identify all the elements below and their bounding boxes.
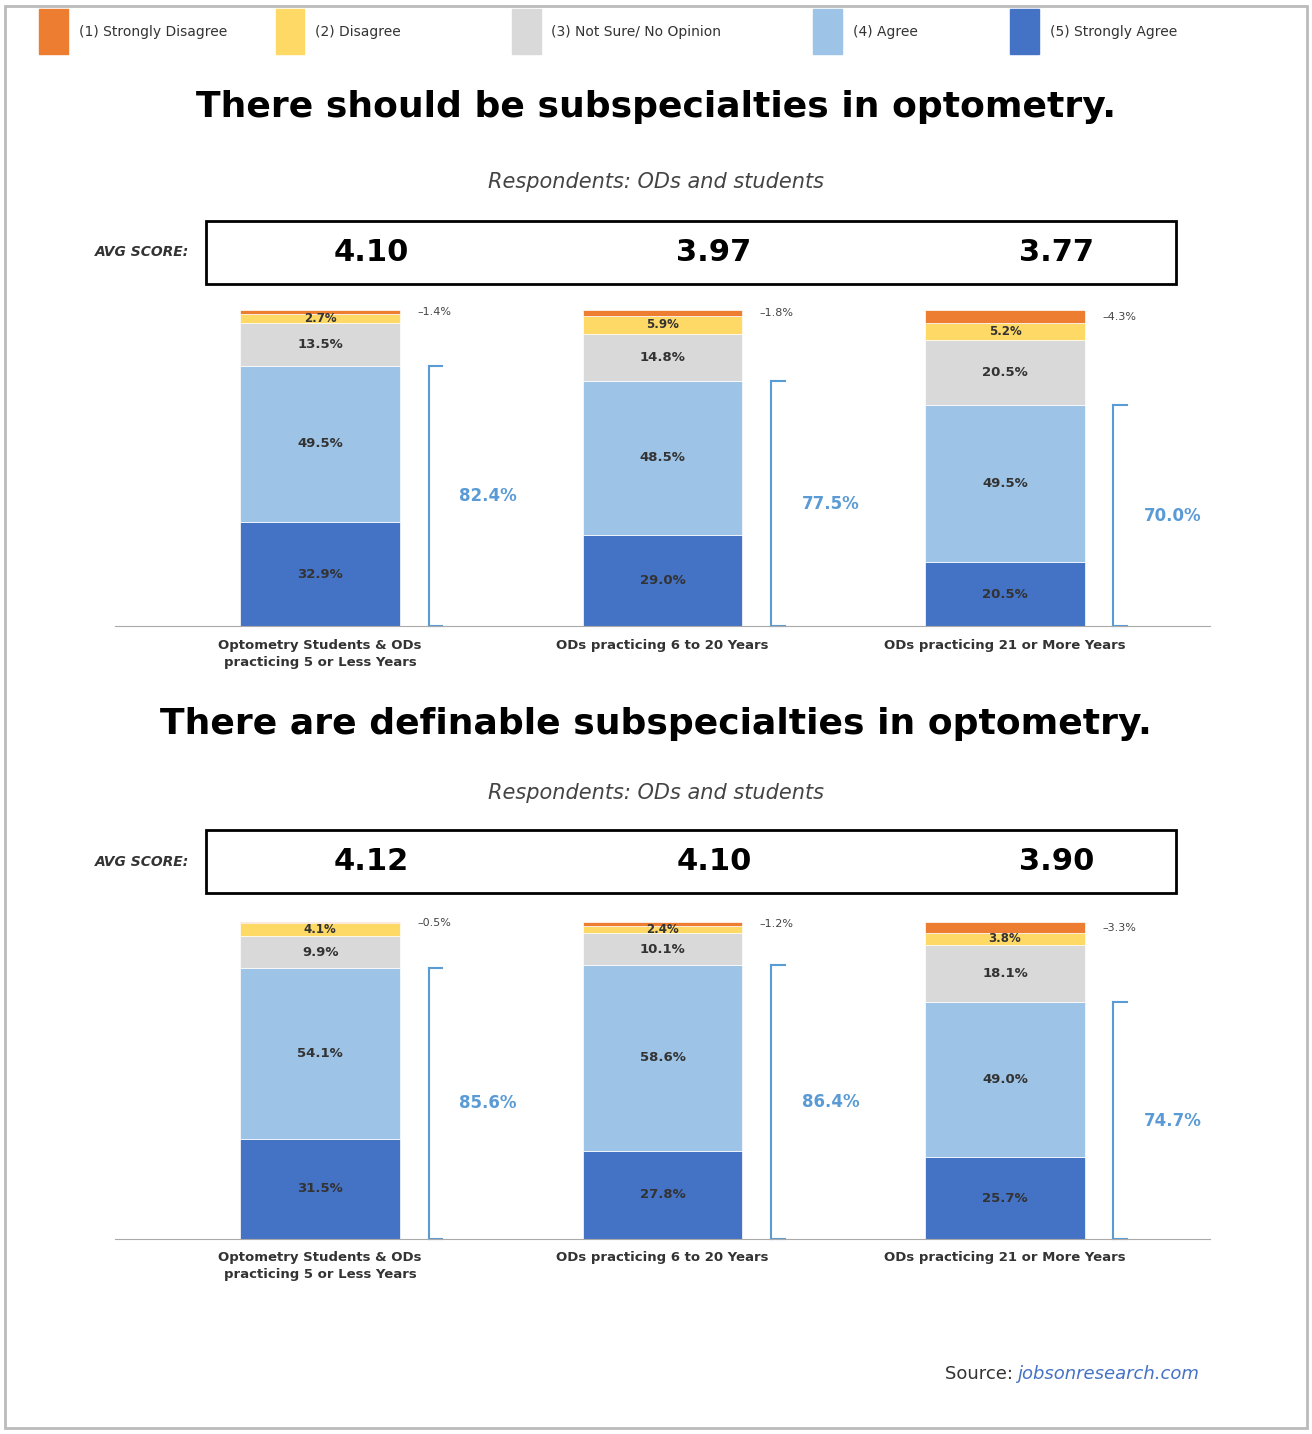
Text: 85.6%: 85.6% [459, 1094, 517, 1113]
Text: 2.7%: 2.7% [304, 313, 336, 326]
Text: 4.12: 4.12 [333, 847, 409, 876]
Text: Optometry Students & ODs
practicing 5 or Less Years: Optometry Students & ODs practicing 5 or… [218, 1252, 422, 1282]
Text: 31.5%: 31.5% [298, 1183, 342, 1196]
Bar [240, 522, 400, 627]
Text: Respondents: ODs and students: Respondents: ODs and students [488, 172, 824, 192]
Bar [240, 923, 400, 936]
Bar [240, 936, 400, 968]
Bar [583, 965, 743, 1150]
Text: 49.5%: 49.5% [983, 476, 1027, 489]
Bar [583, 1150, 743, 1239]
Text: There are definable subspecialties in optometry.: There are definable subspecialties in op… [160, 707, 1152, 741]
Bar [276, 10, 304, 53]
Text: There should be subspecialties in optometry.: There should be subspecialties in optome… [195, 90, 1117, 125]
Text: 49.0%: 49.0% [983, 1073, 1027, 1087]
Bar [583, 922, 743, 925]
Bar [925, 922, 1085, 934]
Text: 25.7%: 25.7% [983, 1192, 1027, 1205]
Text: 2.4%: 2.4% [647, 923, 678, 936]
Text: jobsonresearch.com: jobsonresearch.com [1017, 1365, 1199, 1382]
Text: AVG SCORE:: AVG SCORE: [94, 245, 189, 260]
Text: 3.8%: 3.8% [989, 932, 1021, 945]
Text: 49.5%: 49.5% [298, 437, 342, 450]
Bar [583, 535, 743, 627]
Text: (5) Strongly Agree: (5) Strongly Agree [1050, 24, 1177, 39]
Text: 77.5%: 77.5% [802, 495, 859, 513]
Bar [240, 366, 400, 522]
Text: 20.5%: 20.5% [983, 366, 1027, 379]
Bar [583, 334, 743, 381]
Bar [1010, 10, 1039, 53]
Text: –1.2%: –1.2% [760, 919, 794, 929]
Text: –1.8%: –1.8% [760, 308, 794, 318]
Text: 18.1%: 18.1% [983, 967, 1027, 979]
Text: Source:: Source: [945, 1365, 1018, 1382]
Text: ODs practicing 6 to 20 Years: ODs practicing 6 to 20 Years [556, 640, 769, 652]
Bar [925, 404, 1085, 562]
Text: ODs practicing 21 or More Years: ODs practicing 21 or More Years [884, 640, 1126, 652]
Bar [240, 310, 400, 314]
Bar [925, 562, 1085, 627]
Text: –4.3%: –4.3% [1102, 311, 1136, 321]
Text: 29.0%: 29.0% [640, 574, 685, 587]
Text: AVG SCORE:: AVG SCORE: [94, 855, 189, 869]
Text: (3) Not Sure/ No Opinion: (3) Not Sure/ No Opinion [551, 24, 722, 39]
FancyBboxPatch shape [206, 221, 1176, 284]
Text: 4.10: 4.10 [676, 847, 752, 876]
Text: 10.1%: 10.1% [640, 942, 685, 955]
Text: 20.5%: 20.5% [983, 588, 1027, 601]
Text: (1) Strongly Disagree: (1) Strongly Disagree [79, 24, 227, 39]
Bar [583, 925, 743, 934]
Text: 54.1%: 54.1% [298, 1047, 342, 1060]
Text: 3.97: 3.97 [676, 238, 752, 267]
Text: 14.8%: 14.8% [640, 351, 685, 364]
Text: 9.9%: 9.9% [302, 945, 338, 958]
Text: 13.5%: 13.5% [298, 337, 342, 351]
Text: 4.10: 4.10 [333, 238, 409, 267]
Text: ODs practicing 6 to 20 Years: ODs practicing 6 to 20 Years [556, 1252, 769, 1265]
Bar [583, 315, 743, 334]
Text: 32.9%: 32.9% [298, 568, 342, 581]
Text: 70.0%: 70.0% [1144, 506, 1202, 525]
Text: 86.4%: 86.4% [802, 1093, 859, 1111]
Text: 74.7%: 74.7% [1144, 1111, 1202, 1130]
Bar [583, 381, 743, 535]
Text: 58.6%: 58.6% [640, 1051, 685, 1064]
Bar [925, 934, 1085, 945]
Bar [240, 922, 400, 923]
Bar [925, 310, 1085, 324]
Text: (4) Agree: (4) Agree [853, 24, 917, 39]
Text: 82.4%: 82.4% [459, 488, 517, 505]
Text: 3.90: 3.90 [1018, 847, 1094, 876]
Bar [240, 968, 400, 1139]
Bar [925, 1002, 1085, 1157]
Text: –1.4%: –1.4% [417, 307, 451, 317]
Text: –3.3%: –3.3% [1102, 922, 1136, 932]
Bar [583, 310, 743, 315]
Text: ODs practicing 21 or More Years: ODs practicing 21 or More Years [884, 1252, 1126, 1265]
Bar [512, 10, 541, 53]
Text: 4.1%: 4.1% [304, 923, 336, 936]
Text: 27.8%: 27.8% [640, 1189, 685, 1202]
Text: –0.5%: –0.5% [417, 918, 451, 928]
FancyBboxPatch shape [206, 830, 1176, 893]
Text: 3.77: 3.77 [1019, 238, 1094, 267]
Bar [813, 10, 842, 53]
Bar [925, 324, 1085, 340]
Text: 5.9%: 5.9% [646, 318, 680, 331]
Text: 5.2%: 5.2% [989, 326, 1021, 338]
Text: Respondents: ODs and students: Respondents: ODs and students [488, 783, 824, 803]
Bar [240, 314, 400, 323]
Text: Optometry Students & ODs
practicing 5 or Less Years: Optometry Students & ODs practicing 5 or… [218, 640, 422, 670]
Bar [39, 10, 68, 53]
Bar [925, 945, 1085, 1002]
Text: 48.5%: 48.5% [640, 452, 685, 465]
Bar [925, 1157, 1085, 1239]
Bar [240, 1139, 400, 1239]
Bar [583, 934, 743, 965]
Text: (2) Disagree: (2) Disagree [315, 24, 400, 39]
Bar [925, 340, 1085, 404]
Bar [240, 323, 400, 366]
